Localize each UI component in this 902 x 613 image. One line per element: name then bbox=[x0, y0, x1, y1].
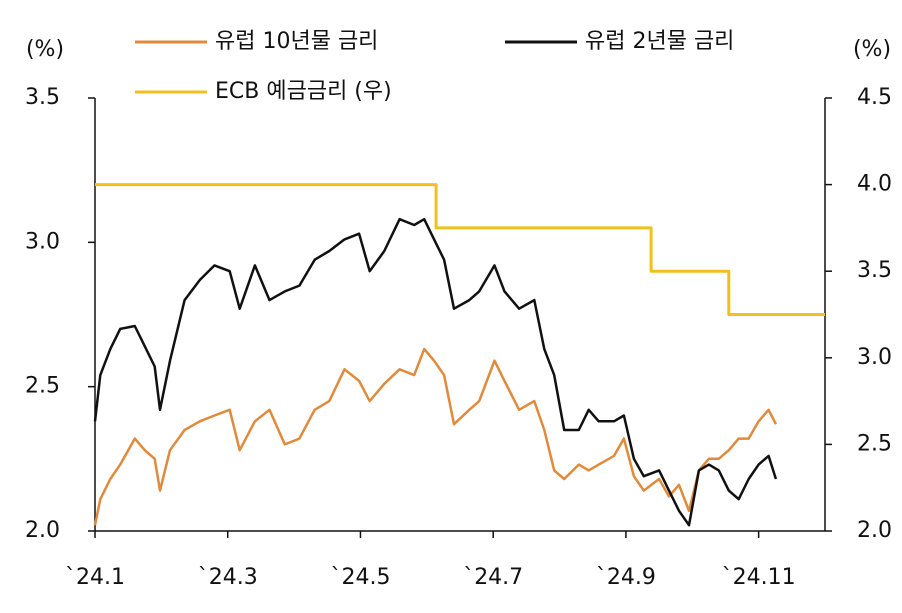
y2-tick-label: 2.0 bbox=[857, 518, 892, 543]
series-line bbox=[95, 183, 825, 316]
legend-label: ECB 예금금리 (우) bbox=[215, 79, 392, 104]
x-tick-label: `24.1 bbox=[65, 565, 125, 590]
series-line bbox=[93, 347, 778, 526]
x-tick-label: `24.11 bbox=[722, 565, 796, 590]
y-tick-label: 3.0 bbox=[25, 229, 60, 254]
y-tick-label: 3.5 bbox=[25, 85, 60, 110]
legend-label: 유럽 10년물 금리 bbox=[215, 29, 378, 54]
x-tick-label: `24.3 bbox=[198, 565, 258, 590]
y-tick-label: 2.0 bbox=[25, 518, 60, 543]
y2-tick-label: 3.0 bbox=[857, 345, 892, 370]
x-tick-label: `24.7 bbox=[463, 565, 523, 590]
series-line bbox=[93, 217, 778, 527]
y2-tick-label: 4.0 bbox=[857, 172, 892, 197]
legend-label: 유럽 2년물 금리 bbox=[585, 29, 734, 54]
y2-tick-label: 3.5 bbox=[857, 258, 892, 283]
y-axis-label: (%) bbox=[26, 37, 64, 62]
y2-tick-label: 2.5 bbox=[857, 431, 892, 456]
y2-axis-label: (%) bbox=[853, 37, 891, 62]
x-tick-label: `24.5 bbox=[330, 565, 390, 590]
y-tick-label: 2.5 bbox=[25, 374, 60, 399]
y2-tick-label: 4.5 bbox=[857, 85, 892, 110]
x-tick-label: `24.9 bbox=[596, 565, 656, 590]
